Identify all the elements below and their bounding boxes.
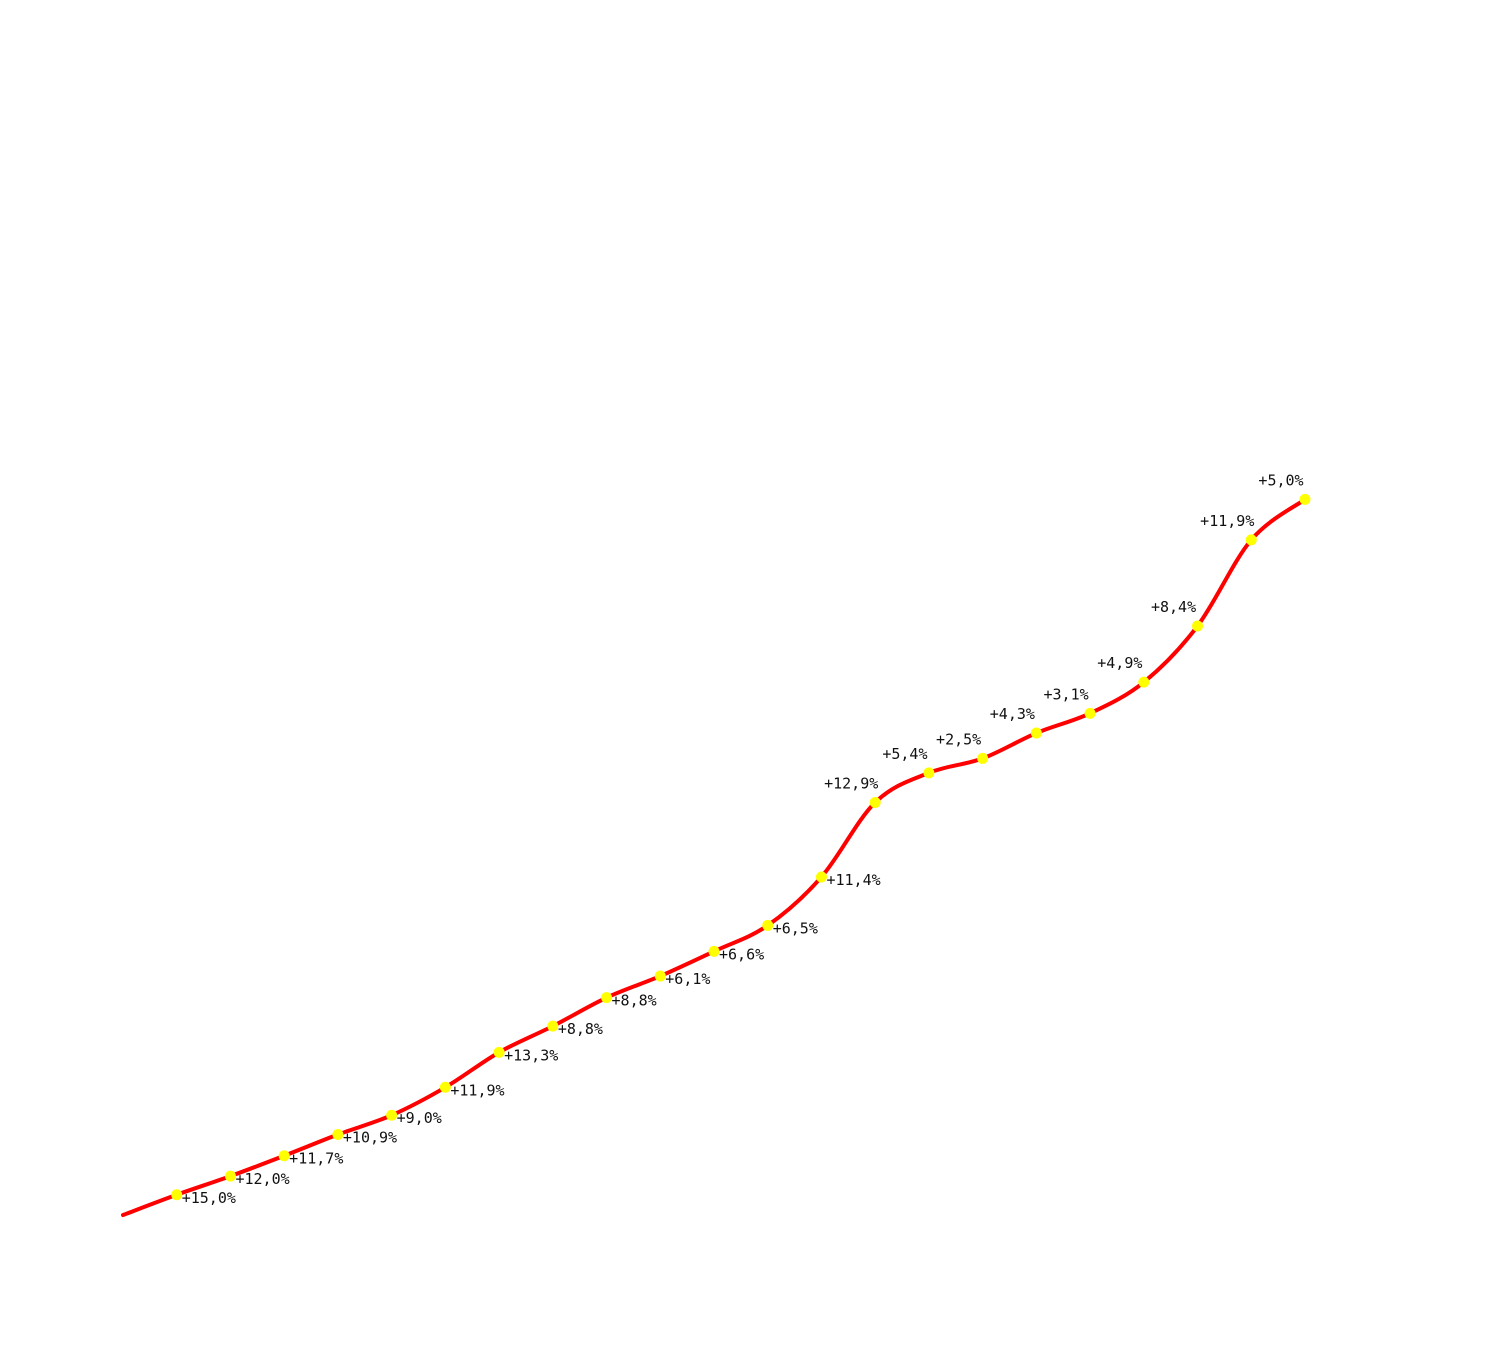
data-point-8 bbox=[547, 1020, 559, 1032]
data-point-20 bbox=[1192, 620, 1204, 632]
data-label-7: +13,3% bbox=[504, 1046, 558, 1064]
data-point-17 bbox=[1030, 727, 1042, 739]
data-point-5 bbox=[386, 1109, 398, 1121]
data-point-13 bbox=[815, 871, 827, 883]
data-label-15: +5,4% bbox=[882, 745, 927, 763]
data-point-19 bbox=[1138, 676, 1150, 688]
data-point-1 bbox=[171, 1189, 183, 1201]
data-point-12 bbox=[762, 919, 774, 931]
data-label-1: +15,0% bbox=[182, 1189, 236, 1207]
data-point-6 bbox=[439, 1081, 451, 1093]
data-point-16 bbox=[977, 752, 989, 764]
data-labels-group: +15,0%+12,0%+11,7%+10,9%+9,0%+11,9%+13,3… bbox=[182, 471, 1304, 1206]
data-point-18 bbox=[1084, 707, 1096, 719]
data-point-4 bbox=[332, 1129, 344, 1141]
data-label-9: +8,8% bbox=[612, 992, 657, 1010]
data-label-8: +8,8% bbox=[558, 1020, 603, 1038]
data-label-22: +5,0% bbox=[1258, 471, 1303, 489]
data-label-16: +2,5% bbox=[936, 730, 981, 748]
data-point-2 bbox=[224, 1170, 236, 1182]
data-label-14: +12,9% bbox=[824, 774, 878, 792]
data-label-2: +12,0% bbox=[235, 1170, 289, 1188]
data-point-7 bbox=[493, 1046, 505, 1058]
data-label-12: +6,5% bbox=[773, 919, 818, 937]
data-point-3 bbox=[278, 1150, 290, 1162]
data-point-11 bbox=[708, 945, 720, 957]
data-point-21 bbox=[1245, 534, 1257, 546]
data-label-3: +11,7% bbox=[289, 1150, 343, 1168]
data-label-18: +3,1% bbox=[1044, 685, 1089, 703]
data-point-22 bbox=[1299, 493, 1311, 505]
data-label-13: +11,4% bbox=[826, 871, 880, 889]
series-line bbox=[121, 497, 1307, 1217]
data-label-10: +6,1% bbox=[665, 970, 710, 988]
data-point-9 bbox=[601, 992, 613, 1004]
data-label-21: +11,9% bbox=[1200, 512, 1254, 530]
data-point-10 bbox=[654, 970, 666, 982]
markers-group bbox=[171, 493, 1311, 1201]
data-label-4: +10,9% bbox=[343, 1129, 397, 1147]
data-point-15 bbox=[923, 767, 935, 779]
data-label-6: +11,9% bbox=[450, 1081, 504, 1099]
data-point-14 bbox=[869, 796, 881, 808]
data-label-5: +9,0% bbox=[397, 1109, 442, 1127]
data-label-17: +4,3% bbox=[990, 705, 1035, 723]
data-label-11: +6,6% bbox=[719, 945, 764, 963]
data-label-20: +8,4% bbox=[1151, 598, 1196, 616]
data-label-19: +4,9% bbox=[1097, 654, 1142, 672]
